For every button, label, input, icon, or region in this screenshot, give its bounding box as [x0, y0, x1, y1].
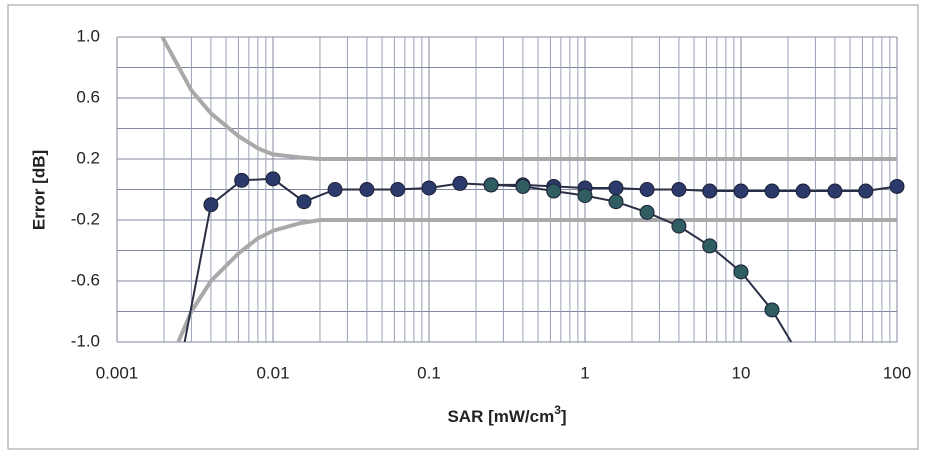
data-point [327, 182, 343, 197]
data-point [827, 183, 843, 199]
data-point [608, 194, 624, 210]
data-point [671, 182, 687, 197]
data-point [359, 182, 375, 197]
y-tick-label: 0.6 [76, 87, 100, 106]
data-point [858, 183, 874, 199]
data-point [764, 302, 780, 318]
data-point [639, 182, 655, 197]
data-point [577, 188, 593, 204]
x-tick-label: 0.1 [417, 363, 441, 382]
data-point [234, 172, 250, 188]
data-point [390, 182, 406, 197]
x-tick-label: 0.01 [256, 363, 289, 382]
data-point [515, 178, 531, 194]
data-point [546, 183, 562, 199]
x-tick-label: 10 [732, 363, 751, 382]
data-point [452, 175, 468, 191]
data-point [733, 264, 749, 280]
grid [116, 36, 898, 343]
limit-line [160, 37, 897, 161]
y-tick-label: 1.0 [76, 26, 100, 45]
x-tick-label: 100 [883, 363, 911, 382]
y-tick-label: -0.6 [71, 270, 100, 289]
x-title-sup: 3 [554, 403, 561, 417]
data-point [764, 183, 780, 199]
data-point [296, 194, 312, 210]
data-point [265, 171, 281, 187]
frame [7, 4, 919, 450]
plot [160, 37, 905, 342]
y-tick-label: -1.0 [71, 331, 100, 350]
data-point [639, 204, 655, 220]
y-axis-title: Error [dB] [29, 150, 48, 230]
data-point [483, 177, 499, 193]
data-point [608, 180, 624, 196]
data-point [702, 183, 718, 199]
data-point [889, 178, 905, 194]
x-title-text: SAR [mW/cm [447, 407, 554, 426]
x-tick-label: 0.001 [96, 363, 139, 382]
y-tick-label: -0.2 [71, 209, 100, 228]
x-axis-title: SAR [mW/cm3] [447, 403, 566, 426]
data-point [421, 180, 437, 196]
data-point [795, 183, 811, 199]
y-tick-label: 0.2 [76, 148, 100, 167]
x-title-tail: ] [561, 407, 567, 426]
data-point [671, 218, 687, 234]
data-point [203, 197, 219, 213]
limit-line [176, 218, 897, 342]
data-point [702, 238, 718, 254]
data-point [733, 183, 749, 199]
x-tick-label: 1 [580, 363, 589, 382]
